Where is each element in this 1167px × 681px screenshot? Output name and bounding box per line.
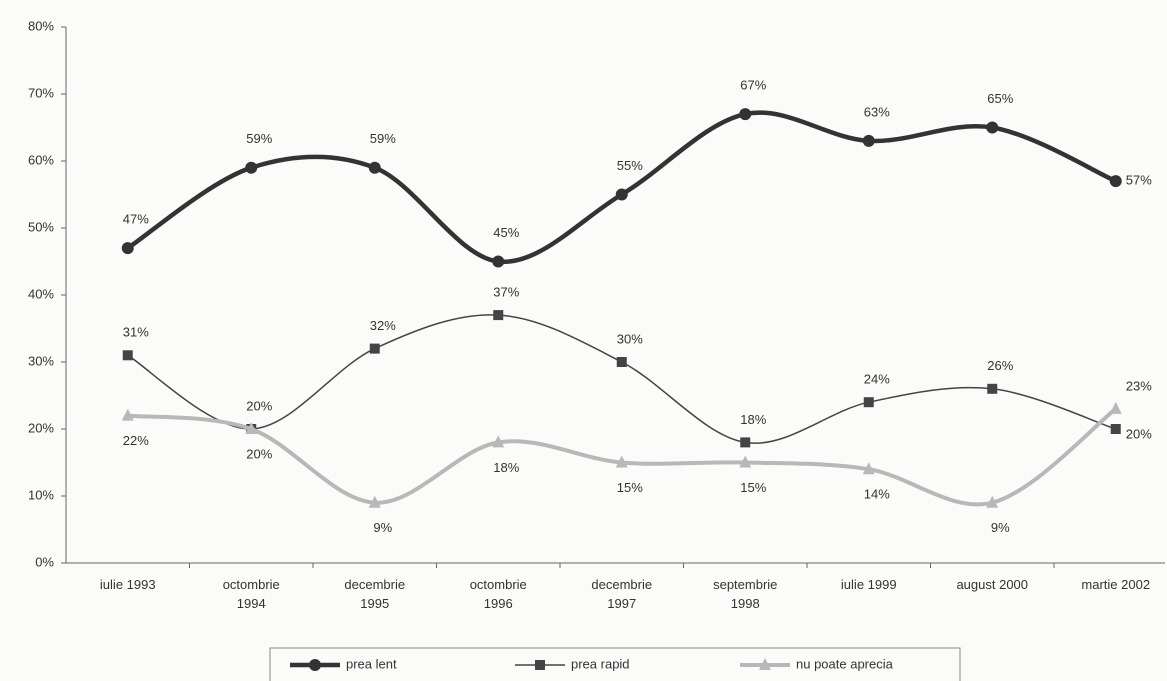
data-point <box>369 343 380 354</box>
series-line <box>126 110 1117 264</box>
data-point <box>121 242 134 255</box>
data-label: 63% <box>864 104 890 119</box>
x-tick-label: august 2000 <box>956 577 1029 592</box>
data-label: 23% <box>1126 378 1152 393</box>
data-label: 32% <box>370 318 396 333</box>
data-point <box>122 350 133 361</box>
data-point <box>245 422 258 434</box>
data-label: 47% <box>123 212 149 227</box>
data-label: 15% <box>617 480 643 495</box>
legend-box <box>269 647 961 681</box>
data-label: 20% <box>1126 426 1152 441</box>
legend-marker <box>535 660 545 670</box>
y-tick-label: 50% <box>28 219 54 234</box>
x-tick-label: decembrie 1995 <box>344 577 406 611</box>
data-point <box>863 397 874 408</box>
data-point <box>739 455 752 468</box>
data-label: 67% <box>740 78 766 93</box>
data-label: 20% <box>246 446 272 461</box>
data-label: 24% <box>864 372 890 387</box>
data-point <box>492 435 505 448</box>
data-point <box>862 134 875 147</box>
y-tick-label: 60% <box>28 152 54 167</box>
data-point <box>986 495 999 508</box>
x-tick-label: decembrie 1997 <box>591 577 653 611</box>
data-point <box>986 121 999 134</box>
data-point <box>1109 175 1122 188</box>
data-label: 59% <box>370 131 396 146</box>
data-label: 57% <box>1126 173 1152 188</box>
data-label: 45% <box>493 225 519 240</box>
data-label: 14% <box>864 487 890 502</box>
data-point <box>615 455 628 468</box>
y-tick-label: 10% <box>28 487 54 502</box>
y-tick-label: 70% <box>28 85 54 100</box>
y-tick-label: 0% <box>35 554 54 569</box>
data-label: 20% <box>246 398 272 413</box>
data-label: 37% <box>493 285 519 300</box>
y-tick-label: 80% <box>28 18 54 33</box>
data-label: 30% <box>617 331 643 346</box>
data-label: 22% <box>123 433 149 448</box>
data-point <box>493 310 504 321</box>
x-tick-label: octombrie 1994 <box>222 577 280 611</box>
data-label: 31% <box>123 325 149 340</box>
legend-label: nu poate aprecia <box>796 656 894 671</box>
data-label: 55% <box>617 158 643 173</box>
data-label: 59% <box>246 131 272 146</box>
data-label: 18% <box>740 412 766 427</box>
x-tick-label: octombrie 1996 <box>469 577 527 611</box>
data-point <box>862 462 875 475</box>
data-label: 9% <box>373 520 392 535</box>
data-label: 65% <box>987 91 1013 106</box>
data-label: 9% <box>991 520 1010 535</box>
data-point <box>740 437 751 448</box>
x-tick-label: martie 2002 <box>1081 577 1151 592</box>
legend-marker <box>759 658 771 670</box>
x-tick-label: septembrie 1998 <box>713 577 778 611</box>
data-label: 18% <box>493 460 519 475</box>
data-point <box>492 255 505 268</box>
data-point <box>368 161 381 174</box>
y-tick-label: 40% <box>28 286 54 301</box>
y-tick-label: 20% <box>28 420 54 435</box>
y-tick-label: 30% <box>28 353 54 368</box>
data-point <box>368 495 381 508</box>
data-point <box>1110 424 1121 434</box>
legend-label: prea lent <box>346 656 397 671</box>
data-label: 26% <box>987 358 1013 373</box>
legend-marker <box>309 659 321 671</box>
data-point <box>616 357 627 367</box>
data-point <box>615 188 628 201</box>
data-point <box>121 408 134 421</box>
data-point <box>245 161 258 174</box>
x-tick-label: iulie 1999 <box>840 577 897 592</box>
data-point <box>1109 401 1122 414</box>
x-tick-label: iulie 1993 <box>99 577 156 592</box>
data-point <box>987 383 998 394</box>
legend-label: prea rapid <box>571 656 630 671</box>
data-point <box>739 108 752 121</box>
data-label: 15% <box>740 480 766 495</box>
